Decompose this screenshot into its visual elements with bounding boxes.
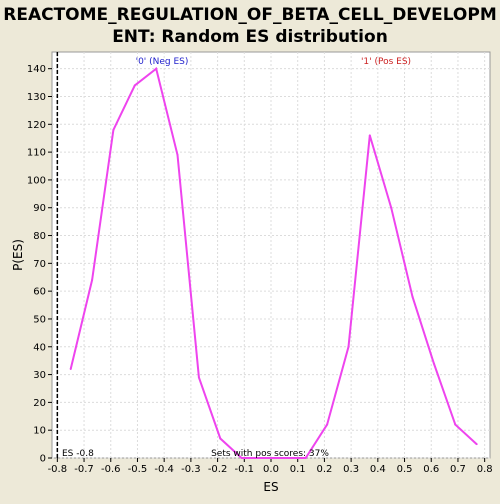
y-tick-label: 70 bbox=[33, 259, 46, 270]
grid bbox=[52, 52, 490, 459]
data-point bbox=[133, 84, 136, 87]
y-tick-label: 80 bbox=[33, 231, 46, 242]
data-point bbox=[155, 67, 158, 70]
data-point bbox=[112, 128, 115, 131]
data-point bbox=[69, 368, 72, 371]
data-point bbox=[240, 457, 243, 459]
x-tick-label: 0.8 bbox=[477, 464, 493, 475]
y-tick-label: 0 bbox=[40, 454, 46, 465]
pos-es-label: '1' (Pos ES) bbox=[361, 57, 411, 67]
y-tick-label: 90 bbox=[33, 203, 46, 214]
chart-title-line2: ENT: Random ES distribution bbox=[112, 27, 388, 47]
data-point bbox=[347, 345, 350, 348]
x-tick-label: -0.3 bbox=[181, 464, 201, 475]
y-tick-label: 120 bbox=[27, 120, 46, 131]
y-tick-label: 20 bbox=[33, 398, 46, 409]
data-point bbox=[91, 279, 94, 282]
data-point bbox=[176, 153, 179, 156]
x-tick-label: -0.5 bbox=[128, 464, 148, 475]
x-tick-label: -0.7 bbox=[74, 464, 94, 475]
data-point bbox=[454, 423, 457, 426]
data-point bbox=[261, 457, 264, 459]
data-point bbox=[326, 423, 329, 426]
y-tick-label: 100 bbox=[27, 175, 46, 186]
data-point bbox=[432, 362, 435, 365]
neg-es-label: '0' (Neg ES) bbox=[136, 57, 189, 67]
x-tick-label: -0.2 bbox=[208, 464, 228, 475]
y-tick-label: 60 bbox=[33, 287, 46, 298]
x-tick-label: 0.3 bbox=[343, 464, 359, 475]
x-tick-label: 0.4 bbox=[370, 464, 386, 475]
data-point bbox=[368, 134, 371, 137]
data-point bbox=[283, 457, 286, 459]
x-axis-label: ES bbox=[263, 480, 278, 494]
y-tick-label: 110 bbox=[27, 148, 46, 159]
data-point bbox=[219, 437, 222, 440]
x-tick-label: -0.8 bbox=[48, 464, 68, 475]
x-tick-label: -0.1 bbox=[235, 464, 255, 475]
y-tick-label: 50 bbox=[33, 314, 46, 325]
x-tick-label: 0.0 bbox=[263, 464, 279, 475]
x-tick-label: -0.4 bbox=[154, 464, 174, 475]
data-point bbox=[197, 376, 200, 379]
pos-scores-label: Sets with pos scores: 37% bbox=[211, 449, 329, 459]
y-tick-label: 130 bbox=[27, 92, 46, 103]
data-point bbox=[411, 295, 414, 298]
x-tick-label: -0.6 bbox=[101, 464, 121, 475]
random-es-series-line bbox=[69, 66, 478, 459]
es-value-label: ES -0.8 bbox=[62, 449, 94, 459]
y-tick-label: 10 bbox=[33, 426, 46, 437]
data-point bbox=[390, 206, 393, 209]
chart-title-line1: REACTOME_REGULATION_OF_BETA_CELL_DEVELOP… bbox=[3, 5, 497, 25]
y-tick-label: 30 bbox=[33, 370, 46, 381]
x-tick-label: 0.5 bbox=[397, 464, 413, 475]
y-tick-label: 140 bbox=[27, 64, 46, 75]
x-tick-label: 0.2 bbox=[316, 464, 332, 475]
data-point bbox=[475, 443, 478, 446]
y-axis-label: P(ES) bbox=[11, 239, 25, 271]
x-tick-label: 0.1 bbox=[290, 464, 306, 475]
data-point bbox=[304, 457, 307, 459]
y-tick-label: 40 bbox=[33, 342, 46, 353]
plot-area bbox=[51, 51, 491, 459]
x-tick-label: 0.7 bbox=[450, 464, 466, 475]
y-axis-ticks: 0 10 20 30 40 50 60 70 80 90 100 110 120 130 140 bbox=[27, 64, 52, 465]
x-axis-ticks: -0.8 -0.7 -0.6 -0.5 -0.4 -0.3 -0.2 -0.1 0.0 0.1 0.… bbox=[48, 458, 493, 475]
series-points bbox=[69, 67, 478, 459]
x-tick-label: 0.6 bbox=[423, 464, 439, 475]
